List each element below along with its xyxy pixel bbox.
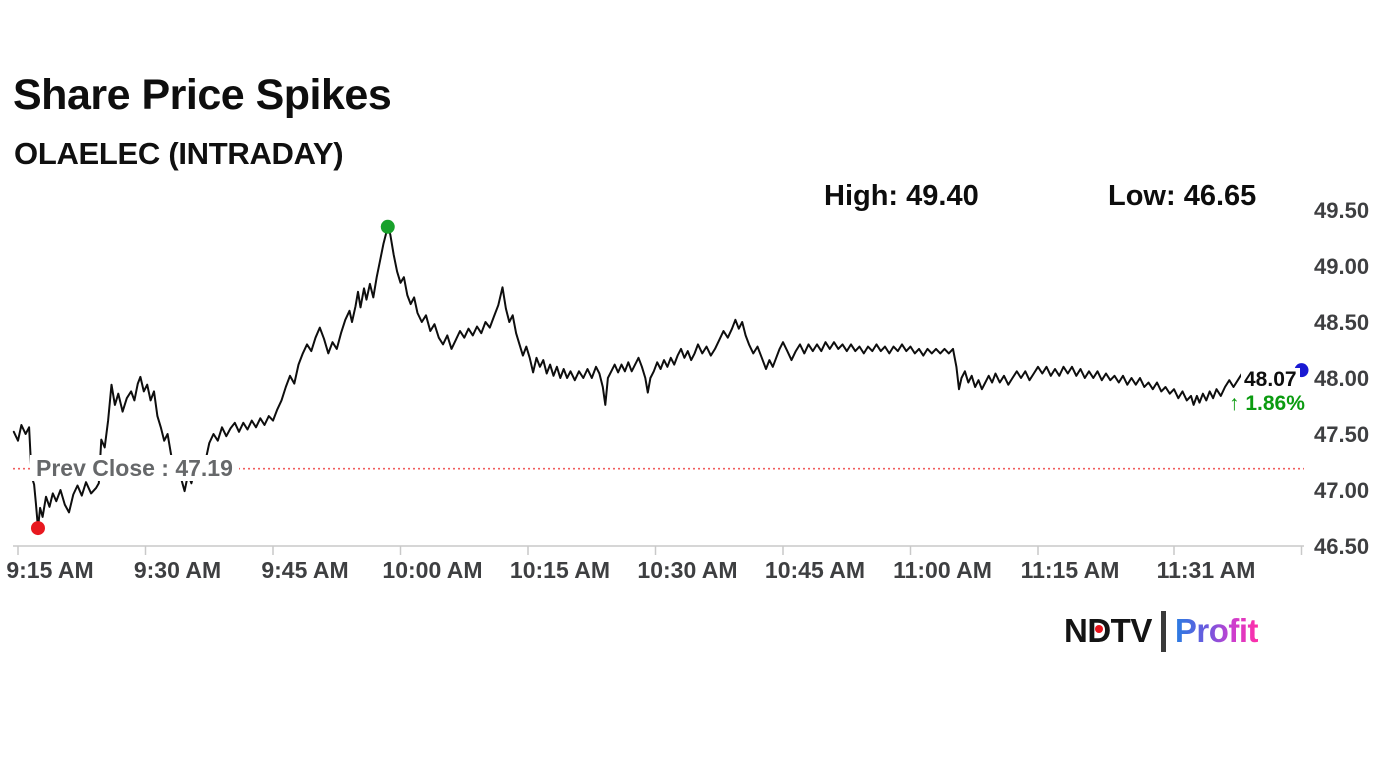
- last-price-label: 48.07: [1241, 368, 1300, 392]
- x-axis-label: 9:30 AM: [134, 557, 221, 583]
- y-axis-label: 47.00: [1314, 478, 1369, 503]
- high-value-label: High: 49.40: [824, 180, 979, 212]
- symbol-subtitle: OLAELEC (INTRADAY): [14, 136, 344, 171]
- y-axis-label: 48.00: [1314, 366, 1369, 391]
- logo-divider: [1160, 610, 1166, 652]
- x-axis-label: 11:15 AM: [1021, 557, 1120, 583]
- page-title: Share Price Spikes: [13, 71, 392, 119]
- change-percent-label: ↑ 1.86%: [1227, 392, 1307, 416]
- low-value-label: Low: 46.65: [1108, 180, 1257, 212]
- profit-wordmark: Profit: [1175, 610, 1259, 653]
- ndtv-text: NDTV: [1064, 612, 1152, 649]
- x-axis-label: 10:15 AM: [510, 557, 610, 583]
- high-marker: [380, 219, 395, 234]
- x-axis-label: 11:31 AM: [1157, 557, 1256, 583]
- x-axis-label: 10:00 AM: [382, 557, 482, 583]
- x-axis-label: 11:00 AM: [893, 557, 992, 583]
- x-axis-label: 9:45 AM: [261, 557, 348, 583]
- low-marker: [30, 521, 45, 536]
- change-percent-value: 1.86%: [1245, 392, 1305, 415]
- y-axis-label: 46.50: [1314, 534, 1369, 559]
- y-axis-label: 49.50: [1314, 198, 1369, 223]
- ndtv-red-dot-icon: [1095, 625, 1103, 633]
- ndtv-wordmark: NDTV: [1064, 610, 1152, 653]
- ndtv-profit-logo: NDTV Profit: [1064, 610, 1259, 653]
- y-axis-label: 47.50: [1314, 422, 1369, 447]
- price-line: [12, 225, 1303, 530]
- x-axis-label: 9:15 AM: [6, 557, 93, 583]
- up-arrow-icon: ↑: [1229, 392, 1240, 415]
- y-axis-label: 48.50: [1314, 310, 1369, 335]
- x-axis-label: 10:30 AM: [637, 557, 737, 583]
- prev-close-label: Prev Close : 47.19: [30, 455, 239, 482]
- y-axis-label: 49.00: [1314, 254, 1369, 279]
- x-axis-label: 10:45 AM: [765, 557, 865, 583]
